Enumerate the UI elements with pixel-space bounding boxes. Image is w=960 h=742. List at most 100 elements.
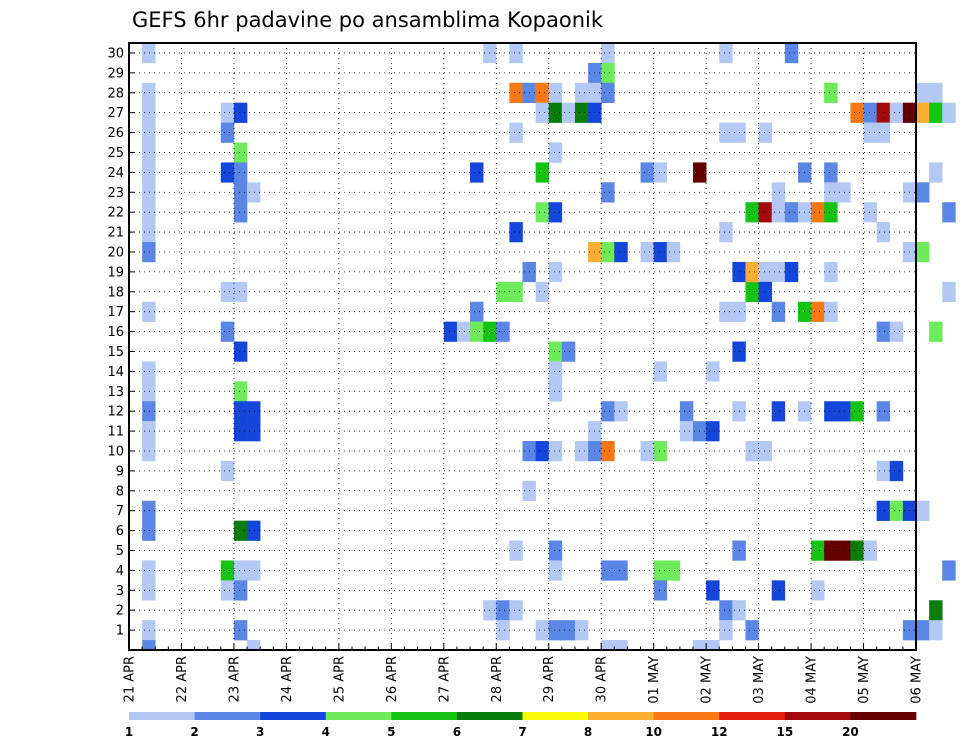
y-tick-label: 3 [116,584,124,599]
heatmap-cell [758,122,773,143]
heatmap-cell [889,321,904,342]
x-tick-label: 26 APR [385,656,400,702]
heatmap-cell [863,202,877,223]
y-tick-label: 21 [107,226,124,241]
heatmap-cell [233,281,248,303]
heatmap-cell [653,560,668,581]
y-tick-label: 30 [107,46,124,61]
heatmap-cell [220,580,235,601]
legend-label: 6 [453,725,461,739]
y-tick-label: 28 [107,86,124,101]
x-tick-label: 28 APR [490,656,505,702]
heatmap-cell [548,341,563,362]
heatmap-cell [811,580,825,601]
x-tick-label: 22 APR [175,656,190,702]
heatmap-cell [706,580,720,601]
heatmap-cell [719,600,733,621]
heatmap-cell [142,43,156,64]
heatmap-cell [771,401,786,422]
heatmap-cell [535,620,550,641]
y-tick-label: 11 [107,425,124,440]
heatmap-cell [247,640,261,651]
heatmap-cell [220,460,235,482]
heatmap-cell [916,102,930,123]
heatmap-cell [548,82,563,103]
heatmap-cell [142,222,156,243]
heatmap-cell [142,242,156,263]
heatmap-cell [824,182,838,203]
heatmap-cell [889,102,904,123]
y-tick-label: 8 [116,484,124,499]
heatmap-cell [233,142,248,163]
heatmap-cell [548,441,563,462]
heatmap-cell [758,202,773,223]
legend-label: 4 [322,725,330,739]
legend-label: 5 [387,725,395,739]
heatmap-cell [509,222,523,243]
legend-swatch [260,712,327,720]
heatmap-cell [653,441,668,462]
heatmap-cell [535,102,550,123]
heatmap-cell [574,82,589,103]
heatmap-cell [824,401,838,422]
heatmap-cell [653,242,668,263]
y-tick-label: 17 [107,305,124,320]
heatmap-cell [876,321,891,342]
heatmap-cell [916,500,930,521]
heatmap-cell [561,102,576,123]
heatmap-cell [916,242,930,263]
heatmap-cell [247,421,261,442]
heatmap-cell [142,500,156,521]
heatmap-cell [247,182,261,203]
heatmap-cell [142,520,156,541]
heatmap-cell [548,381,563,402]
heatmap-cell [561,620,576,641]
heatmap-cell [771,182,786,203]
x-axis-ticks: 21 APR 22 APR 23 APR 24 APR 25 APR 26 APR 27 A… [123,643,925,704]
heatmap-cell [824,162,838,183]
heatmap-cell [535,281,550,303]
heatmap-cell [614,242,628,263]
heatmap-cell [509,82,523,103]
heatmap-cell [220,162,235,183]
legend-swatch [522,712,589,720]
x-tick-label: 06 MAY [910,656,925,704]
heatmap-cell [916,82,930,103]
heatmap-cell [574,620,589,641]
heatmap-cell [693,640,707,651]
heatmap-cell [666,242,681,263]
y-tick-label: 13 [107,385,124,400]
heatmap-cell [601,242,615,263]
heatmap-cell [142,381,156,402]
heatmap-cell [142,202,156,223]
heatmap-cell [929,600,943,621]
heatmap-cell [142,102,156,123]
heatmap-cell [548,540,563,561]
heatmap-cell [614,640,628,651]
heatmap-cell [496,281,510,303]
heatmap-cell [640,441,654,462]
legend-label: 12 [711,725,728,739]
heatmap-cell [548,261,563,283]
heatmap-cell [601,62,615,84]
heatmap-cell [233,381,248,402]
legend-swatch [588,712,654,720]
heatmap-cell [811,202,825,223]
heatmap-cell [220,281,235,303]
heatmap-cell [876,102,891,123]
heatmap-cell [889,460,904,482]
heatmap-cell [850,401,864,422]
heatmap-cell [719,43,733,64]
heatmap-cell [640,242,654,263]
heatmap-cell [601,401,615,422]
y-tick-label: 20 [107,245,124,260]
heatmap-cell [942,102,956,123]
heatmap-cell [142,301,156,322]
heatmap-cell [601,182,615,203]
heatmap-cell [719,301,733,322]
y-tick-label: 7 [116,504,124,519]
legend-swatch [391,712,458,720]
y-tick-label: 15 [107,345,124,360]
heatmap-cell [758,441,773,462]
